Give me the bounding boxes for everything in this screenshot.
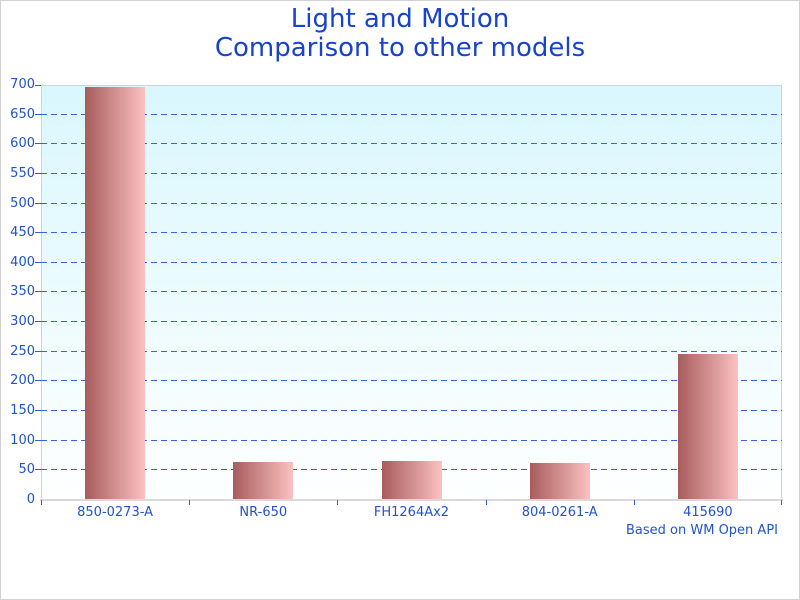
y-axis-tick-700 — [35, 85, 41, 86]
y-axis-tick-500 — [35, 203, 41, 204]
footer-note: Based on WM Open API — [626, 523, 778, 538]
chart-title: Light and Motion Comparison to other mod… — [1, 5, 799, 63]
x-axis-tick — [41, 500, 42, 505]
y-axis-tick-50 — [35, 469, 41, 470]
x-axis-tick — [189, 500, 190, 505]
plot-border-top — [41, 85, 782, 86]
y-axis-tick-label: 100 — [10, 433, 35, 448]
gridline-600 — [41, 143, 782, 144]
gridline-150 — [41, 410, 782, 411]
y-axis-tick-label: 400 — [10, 255, 35, 270]
bar-NR-650 — [233, 462, 293, 499]
y-axis-tick-100 — [35, 440, 41, 441]
y-axis-tick-label: 600 — [10, 136, 35, 151]
x-axis-label: 804-0261-A — [521, 505, 598, 520]
x-axis-labels: 850-0273-A NR-650 FH1264Ax2 804-0261-A 41569… — [41, 504, 782, 522]
bar-415690 — [678, 354, 738, 499]
gridline-250 — [41, 351, 782, 352]
plot-area — [35, 85, 783, 505]
y-axis-tick-label: 200 — [10, 373, 35, 388]
x-axis-label: FH1264Ax2 — [373, 505, 450, 520]
bar-FH1264Ax2 — [382, 461, 442, 499]
x-axis-label: NR-650 — [239, 505, 288, 520]
bar-804-0261-A — [530, 463, 590, 499]
y-axis-tick-label: 250 — [10, 344, 35, 359]
y-axis-tick-label: 500 — [10, 196, 35, 211]
gridline-200 — [41, 380, 782, 381]
gridline-550 — [41, 173, 782, 174]
x-axis-label: 415690 — [683, 505, 733, 520]
y-axis-tick-200 — [35, 380, 41, 381]
y-axis-tick-600 — [35, 143, 41, 144]
bar-850-0273-A — [85, 87, 145, 499]
x-axis-tick — [337, 500, 338, 505]
x-axis-baseline — [40, 499, 783, 501]
chart-title-line2: Comparison to other models — [214, 33, 586, 63]
y-axis-tick-550 — [35, 173, 41, 174]
y-axis-tick-label: 450 — [10, 225, 35, 240]
gridline-100 — [41, 440, 782, 441]
y-axis-tick-label: 0 — [26, 492, 35, 507]
y-axis-tick-label: 650 — [10, 107, 35, 122]
y-axis-tick-label: 300 — [10, 314, 35, 329]
plot-border-right — [781, 85, 782, 500]
y-axis-tick-250 — [35, 351, 41, 352]
y-axis-tick-400 — [35, 262, 41, 263]
gridline-400 — [41, 262, 782, 263]
gridline-350 — [41, 291, 782, 292]
gridline-500 — [41, 203, 782, 204]
y-axis-tick-450 — [35, 232, 41, 233]
gridline-650 — [41, 114, 782, 115]
y-axis-tick-label: 700 — [10, 77, 35, 92]
y-axis-tick-label: 50 — [18, 462, 35, 477]
y-axis-tick-label: 350 — [10, 284, 35, 299]
y-axis-tick-650 — [35, 114, 41, 115]
gridline-450 — [41, 232, 782, 233]
x-axis-label: 850-0273-A — [77, 505, 154, 520]
gridline-300 — [41, 321, 782, 322]
y-axis-line — [41, 85, 42, 500]
y-axis-tick-350 — [35, 291, 41, 292]
y-axis-tick-150 — [35, 410, 41, 411]
y-axis-tick-label: 550 — [10, 166, 35, 181]
y-axis-tick-300 — [35, 321, 41, 322]
chart-title-line1: Light and Motion — [290, 4, 510, 34]
x-axis-tick — [781, 500, 782, 505]
y-axis-labels: 0 50 100 150 200 250 300 350 400 450 500 550 600 650 7… — [1, 77, 35, 507]
x-axis-tick — [486, 500, 487, 505]
y-axis-tick-label: 150 — [10, 403, 35, 418]
x-axis-tick — [634, 500, 635, 505]
